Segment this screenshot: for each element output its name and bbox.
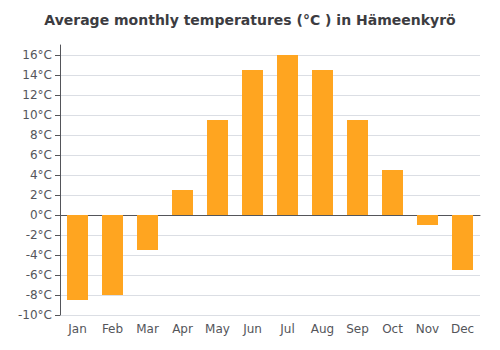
svg-text:Jun: Jun [242,322,262,336]
svg-text:Mar: Mar [136,322,159,336]
svg-text:16°C: 16°C [22,48,52,62]
svg-text:Nov: Nov [416,322,439,336]
svg-text:Oct: Oct [382,322,403,336]
svg-text:Apr: Apr [172,322,193,336]
svg-text:Average monthly temperatures (: Average monthly temperatures (°C ) in Hä… [44,12,456,28]
svg-text:Dec: Dec [451,322,474,336]
svg-text:-2°C: -2°C [26,228,52,242]
svg-text:Aug: Aug [311,322,334,336]
svg-text:-10°C: -10°C [18,308,52,322]
svg-text:0°C: 0°C [30,208,52,222]
svg-text:2°C: 2°C [30,188,52,202]
svg-text:8°C: 8°C [30,128,52,142]
svg-text:14°C: 14°C [22,68,52,82]
svg-text:May: May [205,322,230,336]
svg-text:Jul: Jul [279,322,294,336]
svg-text:-4°C: -4°C [26,248,52,262]
svg-text:Sep: Sep [346,322,369,336]
svg-text:Jan: Jan [67,322,87,336]
svg-text:10°C: 10°C [22,108,52,122]
svg-text:6°C: 6°C [30,148,52,162]
svg-text:-6°C: -6°C [26,268,52,282]
svg-text:-8°C: -8°C [26,288,52,302]
svg-text:4°C: 4°C [30,168,52,182]
svg-text:Feb: Feb [102,322,123,336]
svg-text:12°C: 12°C [22,88,52,102]
